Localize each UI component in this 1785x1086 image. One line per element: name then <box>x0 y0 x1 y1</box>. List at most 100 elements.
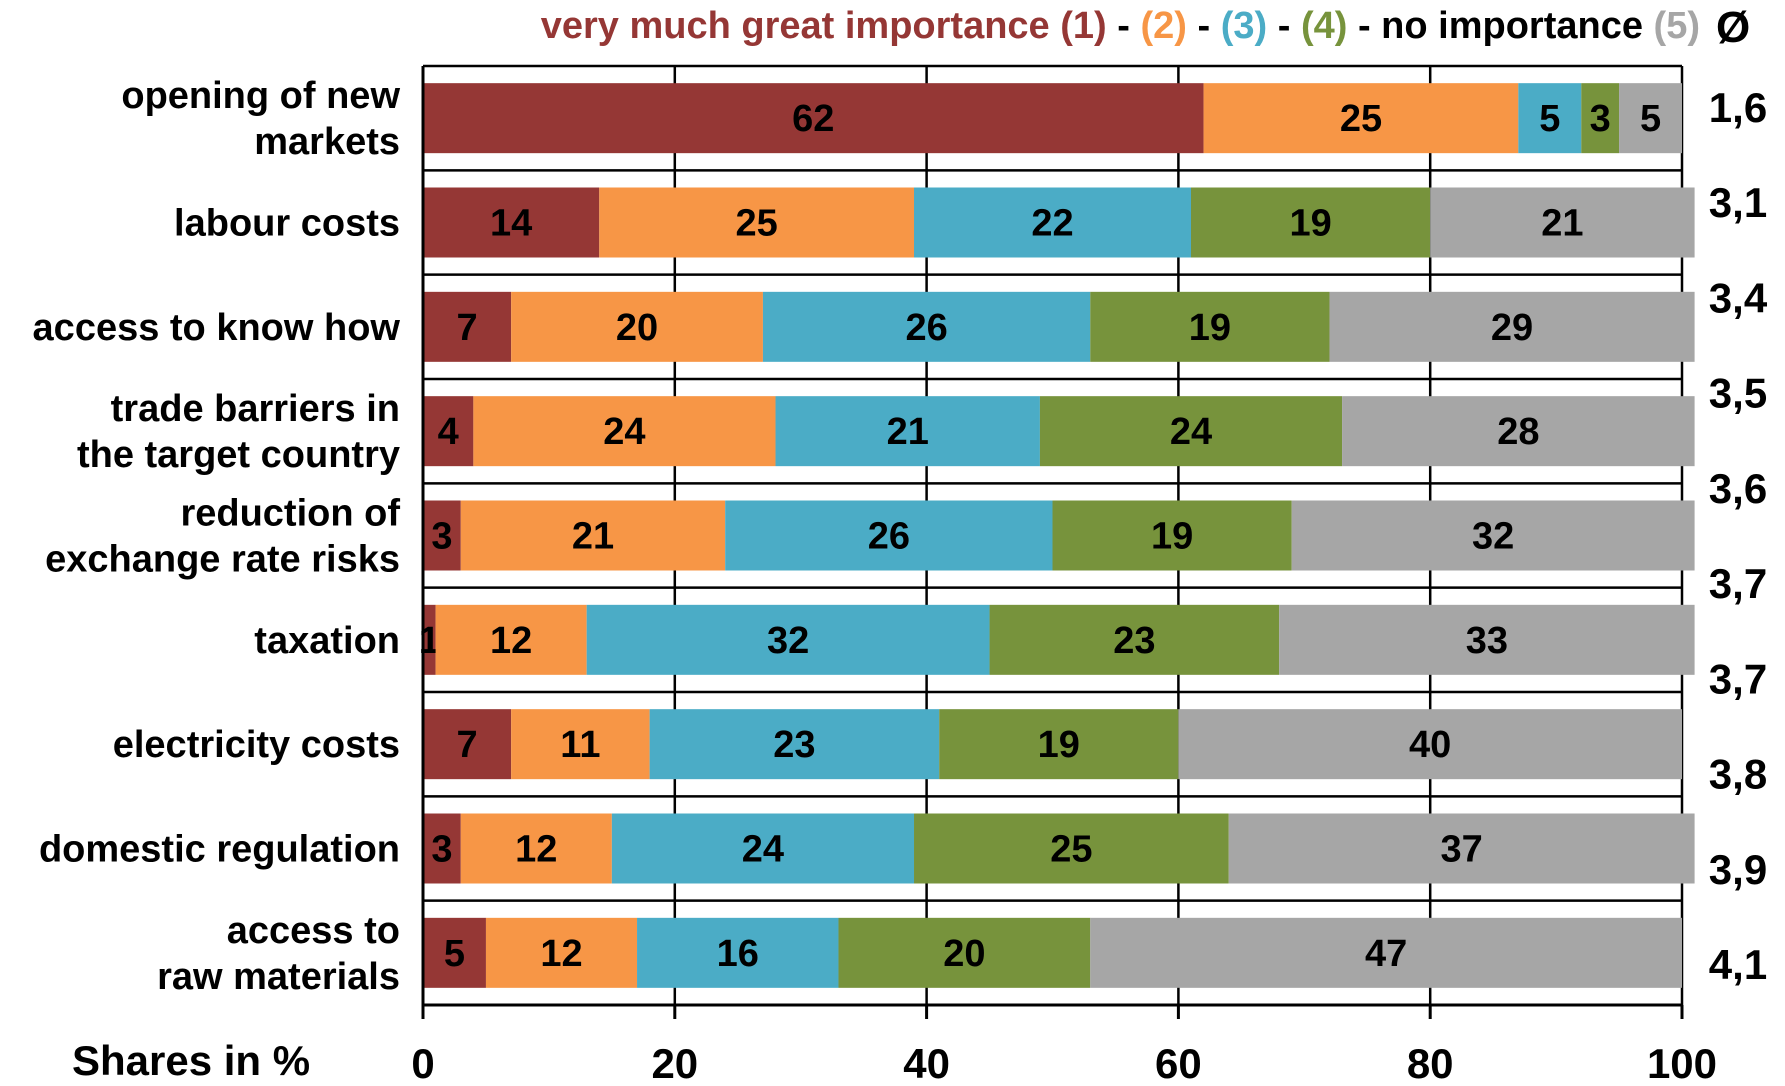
legend-item: - <box>1267 5 1301 47</box>
x-tick-label: 0 <box>411 1040 434 1084</box>
legend-item: very much great importance <box>540 5 1050 47</box>
bar-segment <box>473 396 776 467</box>
average-value: 1,6 <box>1709 84 1767 131</box>
bar-segment <box>1178 709 1682 780</box>
average-value: 3,9 <box>1709 846 1767 893</box>
bar-value-label: 14 <box>490 203 532 245</box>
legend-item: (4) <box>1300 5 1348 47</box>
bar-value-label: 19 <box>1038 724 1080 766</box>
legend-item: (3) <box>1220 5 1268 47</box>
bar-segment <box>423 187 600 258</box>
legend-text: very much great importance (1) - (2) - (… <box>541 2 1700 50</box>
bar-segment <box>423 709 512 780</box>
bar-segment <box>1619 83 1682 154</box>
bar-segment <box>511 709 650 780</box>
bar-segment <box>1279 604 1695 675</box>
category-label: opening of new <box>121 75 400 117</box>
bar-segment <box>460 500 726 571</box>
bar-value-label: 3 <box>431 829 452 871</box>
bar-segment <box>599 187 915 258</box>
bar-segment <box>1039 396 1343 467</box>
category-label: access to <box>227 910 400 952</box>
bar-segment <box>1430 187 1695 258</box>
x-tick-label: 40 <box>903 1040 950 1084</box>
category-label: exchange rate risks <box>45 539 400 581</box>
bar-segment <box>1342 396 1695 467</box>
bar-segment <box>1052 500 1292 571</box>
category-label: taxation <box>254 620 400 662</box>
bar-value-label: 25 <box>1050 829 1092 871</box>
category-label: trade barriers in <box>111 388 400 430</box>
legend-item: - <box>1106 5 1141 47</box>
bar-segment <box>1518 83 1582 154</box>
bar-value-label: 3 <box>431 516 452 558</box>
bar-value-label: 20 <box>943 933 985 975</box>
average-value: 3,5 <box>1709 370 1767 417</box>
bar-value-label: 21 <box>887 411 929 453</box>
bar-value-label: 26 <box>905 307 947 349</box>
bar-value-label: 20 <box>616 307 658 349</box>
bar-value-label: 5 <box>1539 98 1560 140</box>
bar-segment <box>423 917 486 988</box>
bar-value-label: 23 <box>1113 620 1155 662</box>
average-value: 3,4 <box>1709 274 1768 321</box>
average-value: 4,1 <box>1709 941 1767 988</box>
average-value: 3,1 <box>1709 179 1767 226</box>
category-label: electricity costs <box>113 724 400 766</box>
bar-value-label: 24 <box>1170 411 1212 453</box>
x-tick-label: 100 <box>1647 1040 1717 1084</box>
bar-segment <box>611 813 915 884</box>
bar-value-label: 19 <box>1189 307 1231 349</box>
bar-segment <box>1203 83 1519 154</box>
legend-item: (5) <box>1653 5 1700 47</box>
bar-segment <box>914 813 1229 884</box>
bar-value-label: 26 <box>868 516 910 558</box>
bar-segment <box>1581 83 1620 154</box>
bar-value-label: 24 <box>742 829 784 871</box>
bar-segment <box>914 187 1191 258</box>
legend-item: (2) <box>1140 5 1187 47</box>
bar-value-label: 21 <box>572 516 614 558</box>
category-label: raw materials <box>157 956 400 998</box>
bar-segment <box>989 604 1280 675</box>
bar-segment <box>423 83 1204 154</box>
bar-segment <box>939 709 1179 780</box>
bar-segment <box>1190 187 1431 258</box>
bar-value-label: 11 <box>560 724 600 766</box>
bar-segment <box>1090 291 1330 362</box>
category-label: access to know how <box>33 307 401 349</box>
bar-value-label: 19 <box>1151 516 1193 558</box>
bar-segment <box>511 291 763 362</box>
bar-value-label: 12 <box>490 620 532 662</box>
bar-value-label: 5 <box>1640 98 1661 140</box>
bar-value-label: 25 <box>1340 98 1382 140</box>
bar-value-label: 47 <box>1365 933 1407 975</box>
bar-segment <box>649 709 940 780</box>
bar-value-label: 37 <box>1441 829 1483 871</box>
bar-segment <box>637 917 839 988</box>
average-value: 3,7 <box>1709 560 1767 607</box>
legend-item: - no importance <box>1347 5 1654 47</box>
bar-segment <box>762 291 1091 362</box>
bar-segment <box>1329 291 1695 362</box>
legend-item: - <box>1186 5 1221 47</box>
bar-segment <box>423 813 461 884</box>
bar-segment <box>460 813 612 884</box>
average-value: 3,6 <box>1709 465 1767 512</box>
category-label: markets <box>254 121 400 163</box>
bar-value-label: 7 <box>456 307 477 349</box>
bar-value-label: 32 <box>767 620 809 662</box>
bar-value-label: 22 <box>1031 203 1073 245</box>
bar-value-label: 21 <box>1541 203 1583 245</box>
bar-value-label: 4 <box>438 411 459 453</box>
bar-value-label: 28 <box>1497 411 1539 453</box>
x-tick-label: 60 <box>1155 1040 1202 1084</box>
bar-segment <box>435 604 587 675</box>
average-value: 3,7 <box>1709 655 1767 702</box>
bar-segment <box>775 396 1040 467</box>
category-label: reduction of <box>180 493 400 535</box>
category-label: domestic regulation <box>39 829 400 871</box>
x-tick-label: 20 <box>651 1040 698 1084</box>
bar-value-label: 12 <box>515 829 557 871</box>
